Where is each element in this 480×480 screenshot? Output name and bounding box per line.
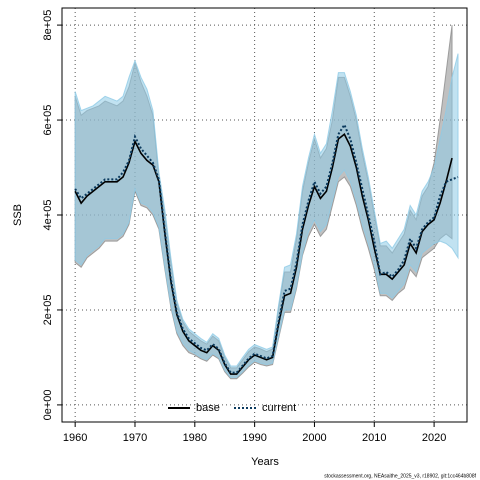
footnote: stockassessment.org, NEAsaithe_2025_v3, … bbox=[324, 473, 476, 479]
y-tick-label: 0e+00 bbox=[42, 389, 54, 420]
series-line bbox=[74, 122, 459, 374]
x-tick-label: 2000 bbox=[302, 432, 326, 444]
x-tick-label: 1960 bbox=[63, 432, 87, 444]
confidence-band bbox=[74, 53, 459, 378]
y-tick-label: 2e+05 bbox=[42, 295, 54, 326]
legend-label: base bbox=[196, 402, 220, 414]
legend-label: current bbox=[262, 402, 296, 414]
y-tick-label: 8e+05 bbox=[42, 10, 54, 41]
y-tick-label: 6e+05 bbox=[42, 105, 54, 136]
series-line bbox=[74, 133, 453, 375]
x-tick-label: 2010 bbox=[362, 432, 386, 444]
y-tick-label: 4e+05 bbox=[42, 200, 54, 231]
x-tick-label: 2020 bbox=[422, 432, 446, 444]
x-tick-label: 1970 bbox=[123, 432, 147, 444]
y-axis-label: SSB bbox=[12, 204, 24, 226]
x-tick-label: 1980 bbox=[183, 432, 207, 444]
x-tick-label: 1990 bbox=[242, 432, 266, 444]
x-axis-label: Years bbox=[251, 456, 279, 468]
plot-frame bbox=[61, 7, 468, 423]
